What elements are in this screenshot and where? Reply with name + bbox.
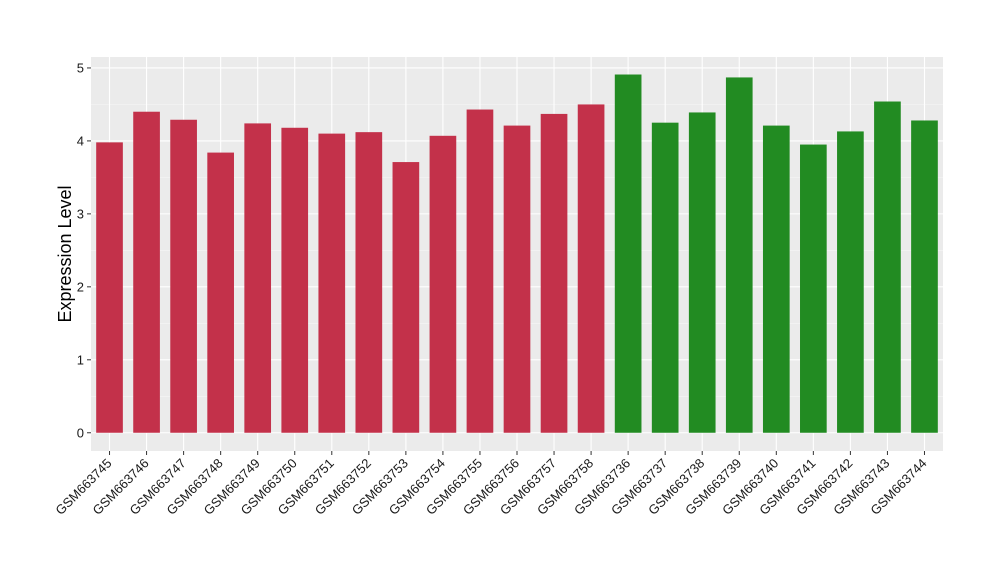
bar-GSM663750: [281, 127, 309, 433]
bars: [96, 74, 938, 433]
bar-GSM663744: [911, 120, 938, 433]
bar-GSM663754: [429, 135, 457, 433]
bar-GSM663746: [133, 111, 160, 433]
y-tick-label: 0: [77, 425, 84, 440]
y-tick-label: 5: [77, 60, 84, 75]
bar-GSM663752: [355, 132, 383, 433]
bar-GSM663738: [688, 112, 716, 433]
bar-GSM663743: [874, 101, 901, 433]
bar-GSM663757: [540, 113, 568, 433]
bar-GSM663739: [725, 77, 753, 433]
bar-GSM663751: [318, 133, 346, 433]
bar-GSM663736: [614, 74, 642, 433]
bar-GSM663745: [96, 142, 123, 433]
bar-GSM663758: [577, 104, 605, 433]
bar-GSM663740: [762, 125, 790, 433]
y-tick-label: 2: [77, 279, 84, 294]
y-tick-label: 1: [77, 352, 84, 367]
y-tick-label: 3: [77, 206, 84, 221]
x-axis: GSM663745GSM663746GSM663747GSM663748GSM6…: [52, 451, 930, 518]
bar-GSM663753: [392, 162, 420, 433]
bar-GSM663756: [503, 125, 531, 433]
bar-GSM663749: [244, 123, 272, 433]
y-axis-title: Expression Level: [55, 185, 75, 322]
bar-GSM663742: [837, 131, 864, 433]
y-axis: 0 1 2 3 4 5: [77, 60, 91, 440]
bar-GSM663741: [800, 144, 827, 433]
bar-GSM663755: [466, 109, 494, 433]
bar-GSM663737: [651, 122, 679, 433]
y-tick-label: 4: [77, 133, 84, 148]
bar-GSM663748: [207, 152, 234, 433]
bar-GSM663747: [170, 119, 197, 433]
